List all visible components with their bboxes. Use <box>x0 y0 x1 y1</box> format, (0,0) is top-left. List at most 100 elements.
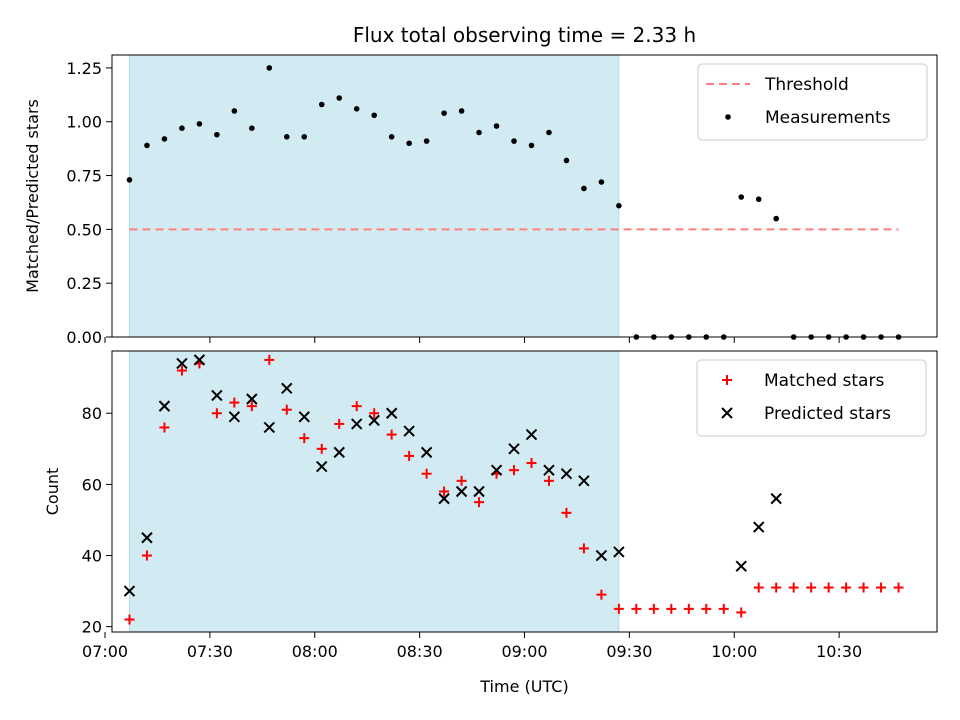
measurement-point <box>318 101 325 108</box>
predicted-point <box>298 411 310 423</box>
matched-point <box>736 607 747 618</box>
legend-entry: Measurements <box>725 108 891 128</box>
predicted-point <box>263 421 276 434</box>
predicted-point <box>473 485 485 498</box>
matched-point <box>613 603 624 614</box>
matched-point <box>543 475 554 486</box>
matched-point <box>159 422 170 433</box>
measurement-point <box>738 194 745 200</box>
matched-point <box>124 614 135 625</box>
matched-point <box>509 465 520 476</box>
x-tick-label: 08:00 <box>292 642 338 661</box>
legend-label: Matched stars <box>764 371 884 391</box>
matched-point <box>351 401 362 412</box>
measurement-point <box>161 136 168 142</box>
predicted-point <box>333 446 345 459</box>
y-tick-label: 40 <box>82 547 102 566</box>
predicted-point <box>560 468 573 480</box>
y-tick-label: 60 <box>82 475 102 494</box>
legend-box <box>697 63 928 141</box>
series-predicted-stars <box>123 354 782 597</box>
measurement-point <box>179 125 185 131</box>
observing-window-shade <box>128 54 620 338</box>
y-tick-label: 80 <box>82 404 102 423</box>
predicted-point <box>578 475 590 487</box>
measurement-point <box>336 95 343 101</box>
legend: Threshold Measurements <box>697 63 928 141</box>
predicted-point <box>193 354 206 366</box>
matched-point <box>893 582 904 593</box>
legend-label: Predicted stars <box>764 404 891 424</box>
measurement-point <box>423 138 430 144</box>
measurement-point <box>528 142 535 149</box>
matched-point <box>823 582 834 593</box>
x-tick-label: 09:30 <box>606 642 652 661</box>
predicted-point <box>228 411 241 423</box>
measurement-point <box>126 177 133 183</box>
y-tick-label: 20 <box>82 618 102 637</box>
legend-entry: Predicted stars <box>721 404 891 424</box>
matched-point <box>578 543 589 554</box>
matched-point <box>631 603 642 614</box>
y-axis-label: Count <box>43 468 62 516</box>
matched-point <box>246 401 257 412</box>
matched-point <box>596 589 607 600</box>
matched-point <box>474 497 485 508</box>
y-tick-label: 0.75 <box>66 167 102 186</box>
predicted-point <box>350 418 363 430</box>
measurement-point <box>581 185 587 192</box>
predicted-point <box>385 407 398 419</box>
predicted-point <box>508 443 520 455</box>
predicted-point <box>176 357 188 370</box>
measurement-point <box>616 202 622 209</box>
matched-point <box>316 443 327 454</box>
chart-title: Flux total observing time = 2.33 h <box>353 23 696 47</box>
matched-point <box>229 397 240 408</box>
predicted-point <box>770 492 782 505</box>
y-tick-label: 0.50 <box>66 220 102 239</box>
matched-point <box>666 603 677 614</box>
legend-label: Threshold <box>764 75 849 95</box>
measurement-point <box>476 129 482 136</box>
measurement-point <box>353 106 360 112</box>
x-tick-label: 07:30 <box>187 642 233 661</box>
predicted-point <box>158 400 171 412</box>
measurement-point <box>493 123 500 129</box>
matched-point <box>334 418 345 429</box>
measurement-point <box>144 142 150 149</box>
matched-point <box>718 603 729 614</box>
measurement-point <box>441 110 447 116</box>
predicted-point <box>455 485 468 498</box>
matched-point <box>386 429 397 440</box>
series-measurements <box>126 65 902 340</box>
matched-point <box>211 408 222 419</box>
matched-point <box>806 582 817 593</box>
predicted-point <box>141 532 153 544</box>
predicted-point <box>281 382 293 395</box>
predicted-point <box>438 492 450 505</box>
matched-point <box>771 582 782 593</box>
matched-point <box>439 486 450 497</box>
count-panel: 20 40 60 80 07:00 07:30 08:00 08:30 09:00 09:30 10… <box>43 350 938 696</box>
observing-window-shade <box>128 350 620 633</box>
y-axis-label: Matched/Predicted stars <box>23 99 42 293</box>
predicted-point <box>211 389 223 402</box>
legend-entry: Matched stars <box>722 371 884 391</box>
legend-dot-marker <box>725 114 731 120</box>
x-tick-label: 08:30 <box>397 642 443 661</box>
matched-point <box>526 458 537 469</box>
measurement-point <box>266 65 273 71</box>
x-tick-label: 07:00 <box>82 642 128 661</box>
x-tick-label: 10:30 <box>816 642 862 661</box>
predicted-point <box>595 549 608 562</box>
matched-point <box>701 603 712 614</box>
matched-point <box>858 582 869 593</box>
matched-point <box>264 354 275 365</box>
y-tick-label: 0.00 <box>66 328 102 347</box>
predicted-point <box>490 464 503 476</box>
measurement-point <box>388 134 395 140</box>
predicted-point <box>420 446 433 459</box>
legend-label: Measurements <box>765 108 891 128</box>
x-tick-label: 09:00 <box>501 642 547 661</box>
